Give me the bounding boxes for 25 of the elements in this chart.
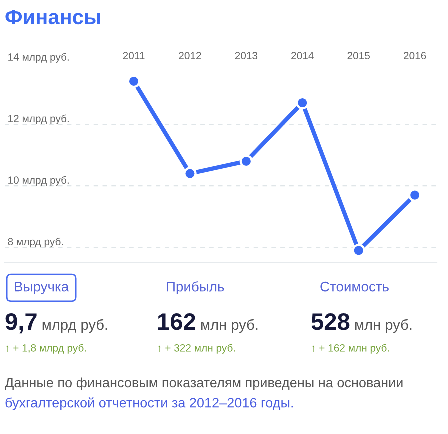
text: 9,7 — [6, 314, 37, 334]
chart-title: Финансы — [6, 10, 100, 25]
text: млрд руб. — [42, 319, 108, 334]
text: 162 — [158, 314, 196, 330]
text: ↑ + 322 млн руб. — [158, 344, 236, 354]
x-tick-label: 2016 — [404, 52, 426, 60]
text: 528 — [312, 314, 350, 330]
y-tick-label: 10 млрд руб. — [8, 176, 69, 186]
y-tick-label: 14 млрд руб. — [8, 53, 69, 63]
text: Данные по финансовым показателям приведены на основании — [5, 378, 403, 390]
x-tick-label: 2015 — [348, 52, 370, 60]
text: ↑ + 162 млн руб. — [312, 344, 390, 354]
text: бухгалтерской отчетности за 2012–2016 годы. — [6, 398, 294, 410]
x-tick-label: 2014 — [292, 52, 314, 60]
text: млн руб. — [356, 319, 412, 334]
text: Стоимость — [320, 282, 389, 292]
text: ↑ + 1,8 млрд руб. — [6, 344, 86, 354]
text: млн руб. — [202, 319, 258, 334]
y-tick-label: 8 млрд руб. — [8, 238, 64, 248]
x-tick-label: 2012 — [179, 52, 202, 60]
text: Выручка — [15, 282, 70, 294]
x-tick-label: 2013 — [235, 52, 258, 60]
text: Прибыль — [167, 281, 224, 295]
x-tick-label: 2011 — [123, 52, 145, 60]
y-tick-label: 12 млрд руб. — [8, 114, 69, 125]
